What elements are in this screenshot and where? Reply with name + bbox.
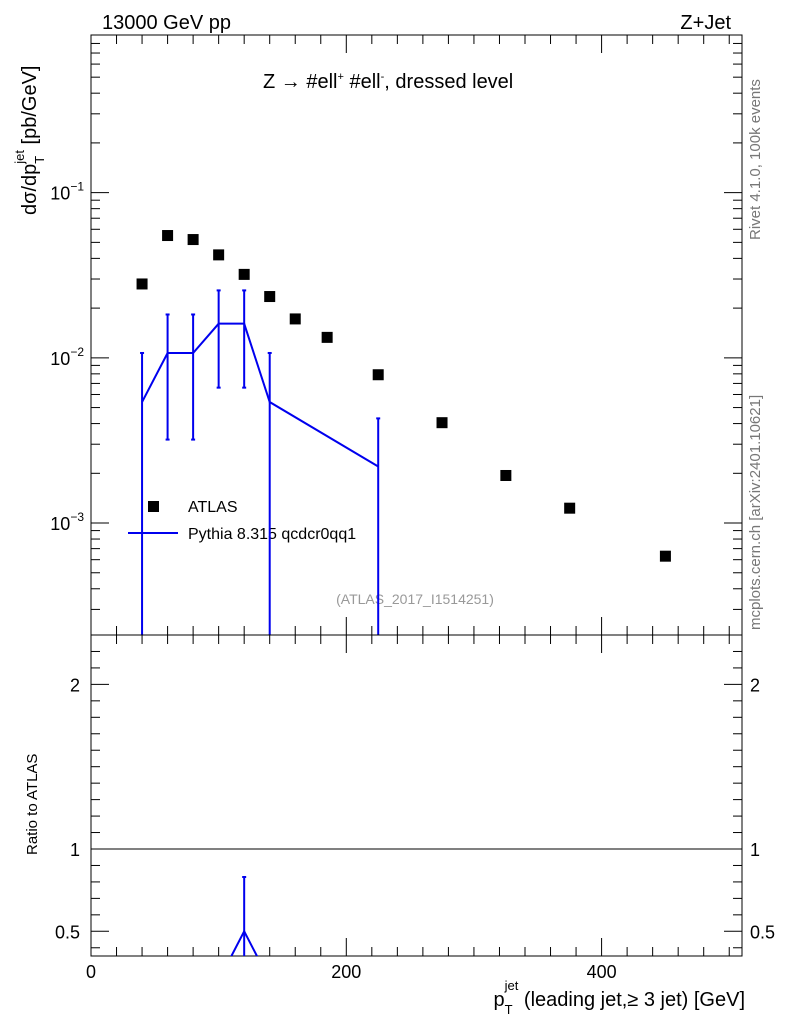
legend: ATLAS Pythia 8.315 qcdcr0qq1 — [128, 499, 356, 543]
atlas-data-point — [659, 550, 671, 562]
x-tick-label: 0 — [86, 962, 96, 982]
atlas-data-point — [564, 502, 576, 514]
header-left: 13000 GeV pp — [102, 12, 231, 34]
main-frame — [90, 34, 743, 636]
header-right: Z+Jet — [680, 12, 731, 34]
main-y-axis-label: dσ/dpTjet [pb/GeV] — [12, 66, 47, 215]
main-y-tick-label: 10−2 — [50, 345, 84, 369]
legend-label-pythia: Pythia 8.315 qcdcr0qq1 — [188, 526, 356, 543]
atlas-data-point — [372, 369, 384, 381]
x-axis-label: pTjet (leading jet,≥ 3 jet) [GeV] — [494, 978, 745, 1017]
ratio-y-tick-label: 0.5 — [55, 922, 80, 942]
x-tick-label: 200 — [331, 962, 361, 982]
legend-marker-atlas — [148, 501, 159, 512]
atlas-data-point — [136, 278, 148, 290]
mcplots-label: mcplots.cern.ch [arXiv:2401.10621] — [747, 395, 764, 630]
ratio-y-tick-label-right: 1 — [750, 840, 760, 860]
atlas-data-point — [238, 268, 250, 280]
x-tick-label: 400 — [587, 962, 617, 982]
main-y-ticks — [91, 34, 742, 610]
main-y-tick-label: 10−3 — [50, 510, 84, 534]
ratio-frame — [90, 634, 743, 957]
atlas-data-point — [264, 291, 276, 303]
ratio-x-ticks — [90, 635, 730, 956]
ratio-data — [91, 848, 742, 956]
atlas-data-point — [162, 230, 174, 242]
atlas-data-point — [213, 249, 225, 261]
ratio-panel: 0.5 0.5 1 1 2 2 0 200 400 Ratio to ATLAS pTjet … — [24, 634, 775, 1017]
ratio-y-axis-label: Ratio to ATLAS — [24, 754, 41, 855]
ratio-y-tick-label-right: 2 — [750, 675, 760, 695]
ratio-y-tick-label: 1 — [70, 840, 80, 860]
atlas-data-point — [500, 469, 512, 481]
plot-title: Z → #ell+ #ell-, dressed level — [263, 71, 513, 93]
atlas-data-point — [321, 331, 333, 343]
pythia-line — [141, 322, 379, 468]
main-panel: 10−1 10−2 10−3 Z → #ell+ #ell-, dressed le… — [12, 34, 743, 636]
main-y-tick-label: 10−1 — [50, 180, 84, 204]
analysis-watermark: (ATLAS_2017_I1514251) — [336, 591, 494, 607]
main-data — [136, 230, 671, 635]
atlas-data-point — [187, 234, 199, 246]
rivet-label: Rivet 4.1.0, 100k events — [747, 79, 764, 240]
main-x-ticks — [90, 35, 730, 635]
main-y-tick-labels: 10−1 10−2 10−3 — [50, 180, 84, 534]
ratio-y-tick-labels: 0.5 0.5 1 1 2 2 — [55, 675, 775, 942]
ratio-y-tick-label: 2 — [70, 675, 80, 695]
ratio-x-tick-labels: 0 200 400 — [86, 962, 617, 982]
atlas-data-point — [289, 313, 301, 325]
atlas-data-point — [436, 417, 448, 429]
ratio-y-ticks — [91, 650, 742, 949]
legend-label-atlas: ATLAS — [188, 499, 238, 516]
ratio-y-tick-label-right: 0.5 — [750, 922, 775, 942]
